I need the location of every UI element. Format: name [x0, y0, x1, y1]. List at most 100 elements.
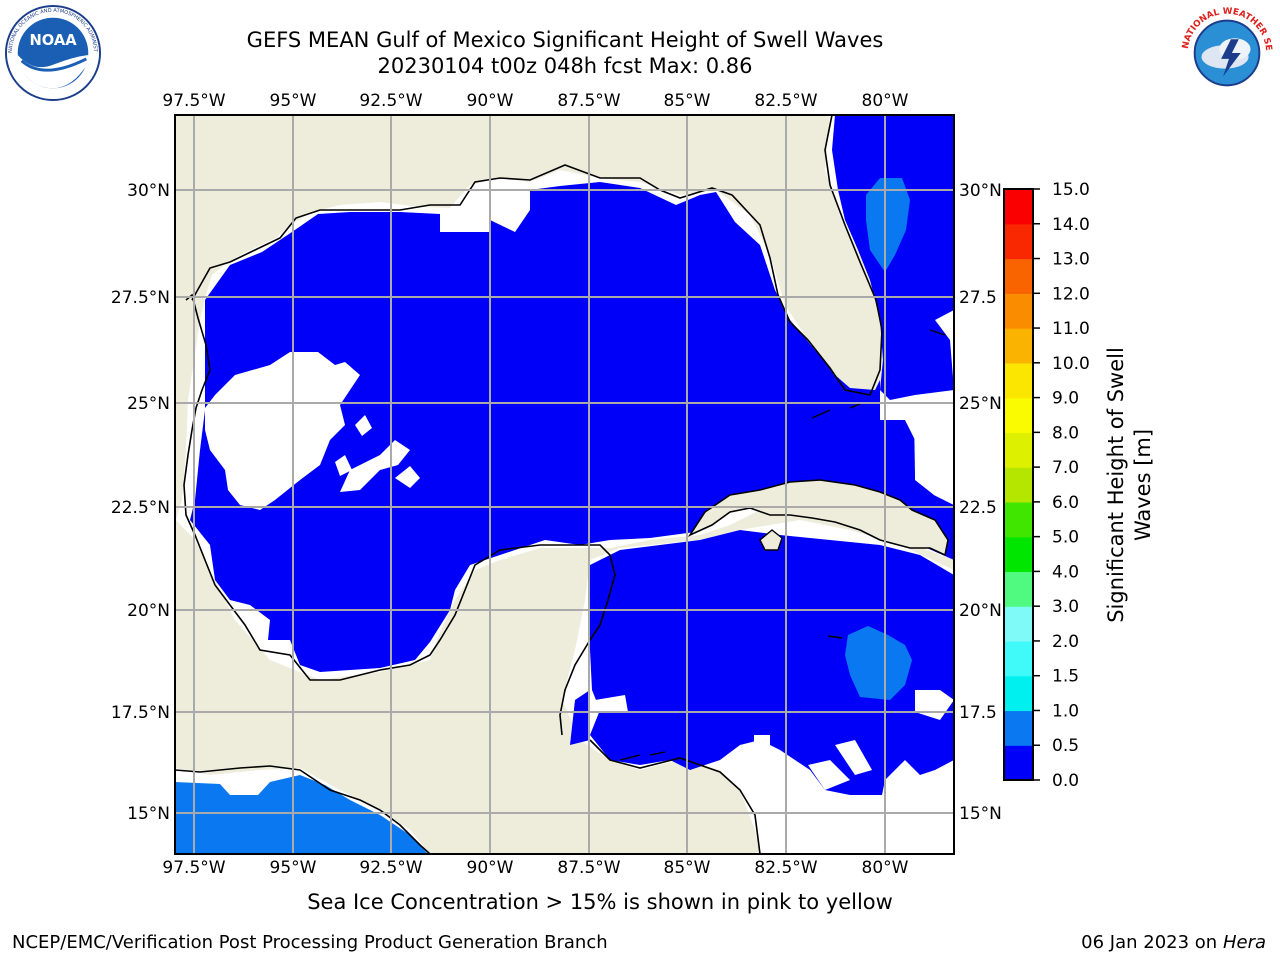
lat-tick-left: 25°N: [127, 394, 170, 414]
lat-tick-left: 30°N: [127, 181, 170, 201]
credit-text: NCEP/EMC/Verification Post Processing Pr…: [12, 932, 608, 953]
nodata-patch: [355, 415, 372, 436]
lat-tick-right: 17.5: [959, 703, 997, 723]
map-frame: [174, 114, 955, 855]
lat-tick-left: 27.5°N: [111, 288, 170, 308]
colorbar-segment: [1004, 640, 1033, 677]
colorbar-segment: [1004, 328, 1033, 364]
lon-tick-bottom: 92.5°W: [359, 858, 422, 878]
nodata-patch: [754, 735, 770, 752]
lon-tick-bottom: 95°W: [270, 858, 317, 878]
graticule: [175, 115, 954, 854]
colorbar-segment: [1004, 432, 1033, 468]
swell-patch-05-10: [845, 626, 912, 700]
lat-tick-left: 15°N: [127, 804, 170, 824]
nodata-patch: [808, 760, 850, 790]
noaa-logo-text: NOAA: [29, 32, 77, 49]
swell-field-caribbean-west: [570, 690, 590, 745]
nodata-patch: [835, 740, 872, 775]
nodata-patch: [335, 455, 352, 476]
lat-tick-right: 15°N: [959, 804, 1002, 824]
bahamas-coast: [619, 329, 946, 761]
colorbar-tick-label: 6.0: [1052, 493, 1079, 513]
nodata-patch: [595, 695, 628, 712]
date-text: 06 Jan 2023 on: [1081, 932, 1223, 953]
host-name: Hera: [1222, 932, 1266, 953]
colorbar-frame: [1003, 188, 1034, 781]
colorbar-tick-label: 15.0: [1052, 180, 1090, 200]
lon-tick-top: 85°W: [664, 91, 711, 111]
colorbar-segment: [1004, 223, 1033, 260]
lon-tick-top: 97.5°W: [162, 91, 225, 111]
colorbar-tick-label: 4.0: [1052, 562, 1079, 582]
colorbar-tick-label: 3.0: [1052, 597, 1079, 617]
colorbar-label-line1: Significant Height of Swell: [1104, 347, 1128, 623]
colorbar-segment: [1004, 501, 1033, 538]
nws-logo: NATIONAL WEATHER SERVICE: [1178, 4, 1275, 101]
colorbar-segment: [1004, 189, 1033, 225]
colorbar-segment: [1004, 606, 1033, 642]
lon-tick-top: 82.5°W: [754, 91, 817, 111]
colorbar-tick-label: 8.0: [1052, 423, 1079, 443]
colorbar-tick-label: 13.0: [1052, 250, 1090, 270]
lon-tick-bottom: 85°W: [664, 858, 711, 878]
cuba-land: [687, 479, 949, 557]
swell-field-caribbean: [590, 530, 954, 795]
coastline: [589, 739, 761, 854]
sea-ice-note: Sea Ice Concentration > 15% is shown in …: [307, 890, 893, 914]
colorbar-tick-label: 5.0: [1052, 528, 1079, 548]
nodata-patch: [340, 440, 410, 492]
colorbar-segment: [1004, 536, 1033, 573]
nodata-patch: [205, 352, 360, 510]
chart-title: GEFS MEAN Gulf of Mexico Significant Hei…: [246, 28, 884, 52]
colorbar-tick-label: 9.0: [1052, 389, 1079, 409]
lon-tick-top: 87.5°W: [557, 91, 620, 111]
lat-tick-left: 17.5°N: [111, 703, 170, 723]
lat-tick-right: 27.5: [959, 288, 997, 308]
colorbar-tick-label: 2.0: [1052, 632, 1079, 652]
lat-tick-right: 20°N: [959, 601, 1002, 621]
colorbar: [1004, 189, 1033, 781]
lon-tick-bottom: 90°W: [467, 858, 514, 878]
map-area: [175, 115, 954, 854]
lon-tick-top: 90°W: [467, 91, 514, 111]
lat-tick-right: 25°N: [959, 394, 1002, 414]
swell-patch-05-10: [866, 178, 910, 272]
colorbar-segment: [1004, 362, 1033, 399]
lon-tick-bottom: 87.5°W: [557, 858, 620, 878]
lat-tick-left: 22.5°N: [111, 498, 170, 518]
lat-tick-right: 22.5: [959, 498, 997, 518]
chart-subtitle: 20230104 t00z 048h fcst Max: 0.86: [377, 54, 753, 78]
colorbar-tick-label: 0.5: [1052, 736, 1079, 756]
colorbar-segment: [1004, 571, 1033, 607]
colorbar-tick-label: 10.0: [1052, 354, 1090, 374]
colorbar-tick-label: 14.0: [1052, 215, 1090, 235]
lon-tick-bottom: 80°W: [862, 858, 909, 878]
colorbar-ticks: 15.0 14.0 13.0 12.0 11.0 10.0 9.0 8.0 7.0 6.0 5.0 4…: [1033, 180, 1090, 791]
colorbar-tick-label: 0.0: [1052, 771, 1079, 791]
colorbar-label-line2: Waves [m]: [1131, 429, 1155, 541]
nodata-patch: [395, 466, 420, 488]
colorbar-tick-label: 12.0: [1052, 284, 1090, 304]
noaa-logo: NOAA NATIONAL OCEANIC AND ATMOSPHERIC AD…: [4, 4, 102, 102]
colorbar-tick-label: 1.5: [1052, 667, 1079, 687]
colorbar-segment: [1004, 467, 1033, 503]
coastline: [175, 765, 431, 854]
colorbar-segment: [1004, 293, 1033, 329]
coastline: [191, 115, 883, 396]
lon-tick-top: 92.5°W: [359, 91, 422, 111]
lon-tick-top: 80°W: [862, 91, 909, 111]
lat-tick-right: 30°N: [959, 181, 1002, 201]
swell-field-gulf: [190, 182, 954, 672]
lon-tick-top: 95°W: [270, 91, 317, 111]
colorbar-segment: [1004, 745, 1033, 781]
colorbar-segment: [1004, 397, 1033, 433]
swell-patch-pacific: [175, 775, 428, 854]
date-note: 06 Jan 2023 on Hera: [1081, 932, 1266, 953]
lat-tick-left: 20°N: [127, 601, 170, 621]
colorbar-tick-label: 11.0: [1052, 319, 1090, 339]
colorbar-segment: [1004, 710, 1033, 746]
colorbar-segment: [1004, 675, 1033, 712]
nodata-patch: [914, 395, 954, 505]
